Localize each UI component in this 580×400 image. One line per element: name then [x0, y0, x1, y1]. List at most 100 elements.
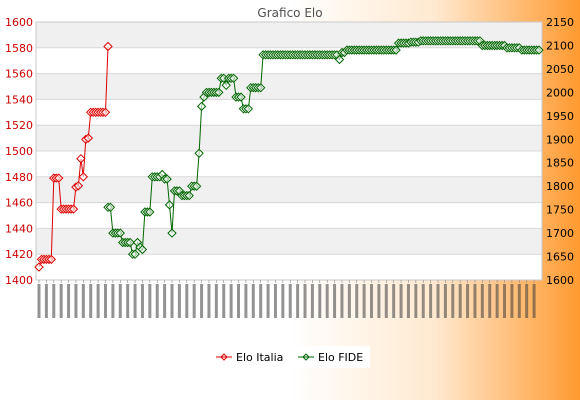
- data-point: [194, 148, 204, 159]
- x-tick-label: [177, 284, 181, 318]
- x-tick-label: [52, 284, 56, 318]
- plot-border: [35, 21, 543, 281]
- x-tick-label: [163, 284, 167, 318]
- x-tick-label: [451, 284, 455, 318]
- series-elo-fide: [103, 36, 544, 259]
- legend-marker-italia: [220, 353, 228, 361]
- x-tick-label: [414, 284, 418, 318]
- x-tick-label: [296, 284, 300, 318]
- data-point: [137, 244, 148, 255]
- x-tick-label: [333, 284, 337, 318]
- x-tick-label: [222, 284, 226, 318]
- x-tick-label: [406, 284, 410, 318]
- x-tick-label: [377, 284, 381, 318]
- right-tick-label: 1700: [546, 227, 574, 240]
- x-tick-label: [488, 284, 492, 318]
- legend-label-italia: Elo Italia: [236, 351, 283, 364]
- x-tick-label: [325, 284, 329, 318]
- data-point: [184, 190, 194, 201]
- data-point: [83, 133, 94, 143]
- x-tick-label: [466, 284, 470, 318]
- x-tick-label: [214, 284, 218, 318]
- right-tick-label: 1800: [546, 180, 574, 193]
- right-tick-label: 1650: [546, 251, 574, 264]
- x-tick-label: [148, 284, 152, 318]
- right-tick-label: 1850: [546, 157, 574, 170]
- data-point: [73, 181, 84, 191]
- x-tick-label: [429, 284, 433, 318]
- left-tick-label: 1460: [5, 197, 33, 210]
- x-tick-label: [170, 284, 174, 318]
- x-tick-label: [303, 284, 307, 318]
- legend: Elo Italia Elo FIDE: [210, 346, 370, 368]
- plot-band: [36, 176, 542, 203]
- x-tick-label: [126, 284, 130, 318]
- x-tick-label: [480, 284, 484, 318]
- legend-marker-fide: [302, 353, 310, 361]
- data-point: [221, 80, 231, 91]
- x-tick-label: [392, 284, 396, 318]
- left-tick-label: 1400: [5, 274, 33, 287]
- x-tick-label: [104, 284, 108, 318]
- left-axis: 1400 1420 1440 1460 1480 1500 1520 1540 1560 1580…: [5, 16, 33, 287]
- chart-title: Grafico Elo: [257, 6, 322, 20]
- x-tick-label: [510, 284, 514, 318]
- data-point: [228, 73, 239, 84]
- x-tick-label: [443, 284, 447, 318]
- right-tick-label: 2000: [546, 86, 574, 99]
- x-axis-ticks: [37, 280, 536, 318]
- data-point: [105, 202, 116, 213]
- legend-label-fide: Elo FIDE: [318, 351, 363, 364]
- plot-band: [36, 125, 542, 151]
- x-tick-label: [89, 284, 93, 318]
- x-tick-label: [421, 284, 425, 318]
- x-tick-label: [140, 284, 144, 318]
- right-tick-label: 1900: [546, 133, 574, 146]
- plot-band: [36, 73, 542, 100]
- data-point: [53, 173, 64, 183]
- x-tick-label: [259, 284, 263, 318]
- left-tick-label: 1600: [5, 16, 33, 29]
- x-tick-label: [495, 284, 499, 318]
- grid-lines: [35, 21, 543, 281]
- x-tick-label: [37, 284, 41, 318]
- x-tick-label: [251, 284, 255, 318]
- data-point: [196, 101, 207, 112]
- x-tick-label: [118, 284, 122, 318]
- data-point: [214, 87, 224, 98]
- x-tick-label: [244, 284, 248, 318]
- x-tick-label: [310, 284, 314, 318]
- data-point: [334, 54, 345, 65]
- x-tick-label: [399, 284, 403, 318]
- data-point: [243, 104, 254, 114]
- x-tick-label: [96, 284, 100, 318]
- right-axis: 1600 1650 1700 1750 1800 1850 1900 1950 2000 2050…: [546, 16, 574, 287]
- data-point: [130, 249, 140, 259]
- left-tick-label: 1480: [5, 171, 33, 184]
- left-tick-label: 1520: [5, 119, 33, 132]
- left-tick-label: 1420: [5, 248, 33, 261]
- x-tick-label: [362, 284, 366, 318]
- x-tick-label: [473, 284, 477, 318]
- x-tick-label: [111, 284, 115, 318]
- right-tick-label: 2150: [546, 16, 574, 29]
- x-tick-label: [347, 284, 351, 318]
- x-tick-label: [532, 284, 536, 318]
- data-point: [391, 45, 401, 55]
- x-tick-label: [59, 284, 63, 318]
- data-point: [34, 262, 44, 272]
- data-point: [115, 228, 126, 238]
- x-tick-label: [133, 284, 137, 318]
- x-tick-label: [458, 284, 462, 318]
- x-tick-label: [281, 284, 285, 318]
- left-tick-label: 1560: [5, 68, 33, 81]
- data-point: [46, 254, 57, 265]
- x-tick-label: [185, 284, 189, 318]
- right-tick-label: 1750: [546, 204, 574, 217]
- series-layer: [34, 36, 544, 272]
- x-tick-label: [237, 284, 241, 318]
- data-point: [145, 207, 155, 217]
- x-tick-label: [273, 284, 277, 318]
